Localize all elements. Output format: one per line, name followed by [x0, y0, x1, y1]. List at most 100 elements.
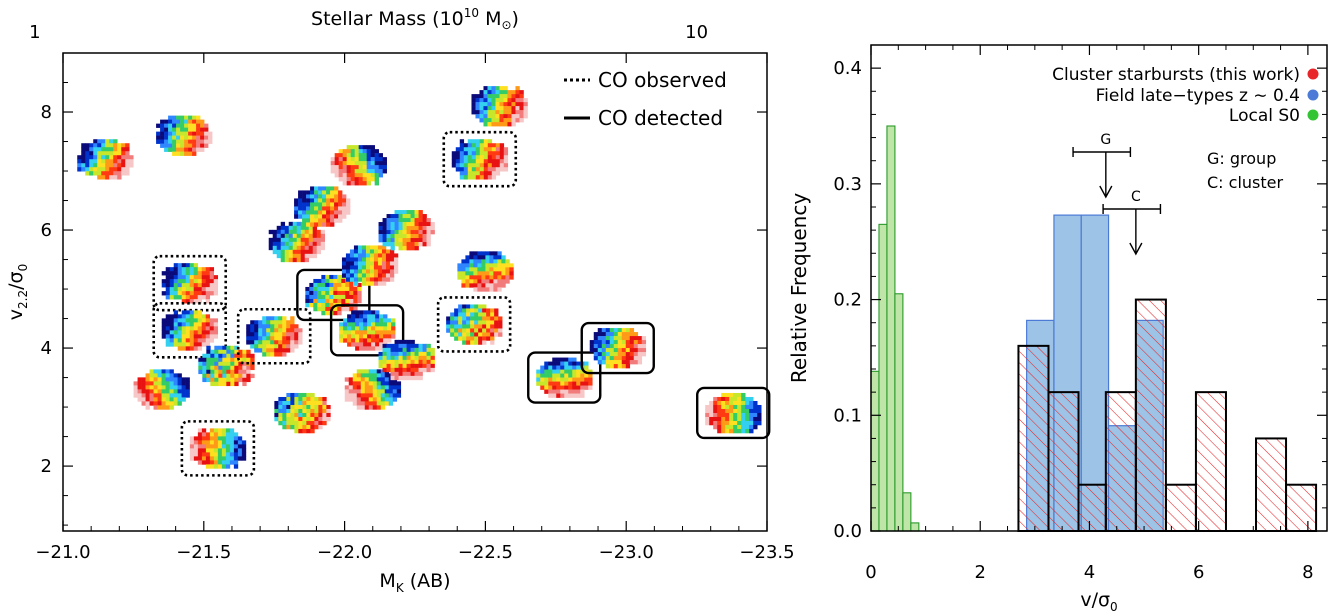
map-pixel: [540, 385, 545, 390]
map-pixel: [93, 167, 98, 172]
map-pixel: [430, 222, 435, 227]
map-pixel: [383, 330, 388, 335]
map-pixel: [217, 464, 223, 469]
map-pixel: [382, 363, 387, 369]
key-group: G: group: [1207, 149, 1276, 168]
map-pixel: [489, 279, 494, 284]
map-pixel: [589, 340, 595, 345]
map-pixel: [213, 283, 219, 288]
map-pixel: [402, 222, 407, 227]
map-pixel: [306, 222, 311, 227]
map-pixel: [729, 428, 734, 434]
map-pixel: [113, 143, 118, 148]
map-pixel: [410, 210, 415, 215]
map-pixel: [160, 143, 165, 148]
map-pixel: [523, 114, 528, 119]
map-pixel: [201, 275, 207, 280]
map-pixel: [177, 314, 183, 319]
legend-local-s0: Local S0: [1229, 106, 1300, 126]
map-pixel: [511, 106, 516, 111]
map-pixel: [109, 143, 114, 148]
map-pixel: [556, 361, 561, 366]
map-pixel: [298, 412, 303, 418]
map-pixel: [242, 349, 247, 355]
map-pixel: [402, 234, 407, 239]
map-pixel: [193, 342, 199, 347]
map-pixel: [229, 436, 235, 441]
map-pixel: [363, 310, 368, 315]
map-pixel: [713, 420, 718, 426]
co-observed-box: [180, 420, 256, 477]
map-pixel: [548, 377, 553, 382]
map-pixel: [375, 318, 380, 323]
map-pixel: [204, 127, 209, 132]
map-pixel: [339, 322, 344, 327]
map-pixel: [282, 336, 287, 341]
map-pixel: [329, 286, 334, 292]
map-pixel: [544, 365, 549, 370]
co-detected-box: [696, 386, 771, 440]
left-x-tick-label: −22.0: [317, 542, 372, 563]
map-pixel: [230, 345, 235, 351]
map-pixel: [205, 275, 211, 280]
map-pixel: [641, 344, 647, 349]
map-pixel: [729, 408, 734, 414]
map-pixel: [498, 328, 503, 333]
map-pixel: [233, 448, 239, 453]
map-pixel: [366, 165, 371, 170]
map-pixel: [390, 246, 395, 251]
map-pixel: [278, 396, 283, 402]
map-pixel: [213, 291, 219, 296]
map-pixel: [381, 253, 387, 258]
map-pixel: [197, 456, 203, 461]
map-pixel: [625, 336, 631, 341]
map-pixel: [382, 355, 387, 361]
map-pixel: [481, 287, 486, 292]
map-pixel: [161, 405, 166, 410]
map-pixel: [552, 389, 557, 394]
map-pixel: [465, 271, 470, 276]
map-pixel: [234, 357, 239, 363]
map-pixel: [479, 155, 485, 160]
map-pixel: [519, 98, 524, 103]
map-pixel: [276, 245, 282, 251]
map-pixel: [721, 408, 726, 414]
map-pixel: [209, 291, 215, 296]
map-pixel: [180, 143, 185, 148]
map-pixel: [729, 396, 734, 402]
map-pixel: [218, 357, 223, 363]
map-pixel: [410, 214, 415, 219]
map-pixel: [214, 361, 219, 367]
map-pixel: [350, 149, 355, 154]
map-pixel: [377, 269, 383, 274]
map-pixel: [371, 334, 376, 339]
map-pixel: [205, 291, 211, 296]
map-pixel: [221, 444, 227, 449]
map-pixel: [290, 336, 295, 341]
map-pixel: [465, 267, 470, 272]
map-pixel: [209, 452, 215, 457]
map-pixel: [422, 343, 427, 349]
map-pixel: [342, 214, 347, 219]
map-pixel: [363, 318, 368, 323]
map-pixel: [471, 139, 477, 144]
map-pixel: [422, 234, 427, 239]
map-pixel: [402, 359, 407, 365]
map-pixel: [300, 257, 306, 263]
map-pixel: [402, 351, 407, 357]
map-pixel: [338, 210, 343, 215]
map-pixel: [473, 275, 478, 280]
map-pixel: [461, 275, 466, 280]
map-pixel: [713, 424, 718, 430]
series-bars: [1017, 298, 1318, 533]
map-pixel: [560, 357, 565, 362]
map-pixel: [446, 328, 451, 333]
map-pixel: [406, 230, 411, 235]
map-pixel: [406, 246, 411, 251]
map-pixel: [314, 420, 319, 426]
map-pixel: [580, 373, 585, 378]
map-pixel: [121, 155, 126, 160]
map-pixel: [729, 392, 734, 398]
map-pixel: [483, 143, 489, 148]
map-pixel: [556, 369, 561, 374]
